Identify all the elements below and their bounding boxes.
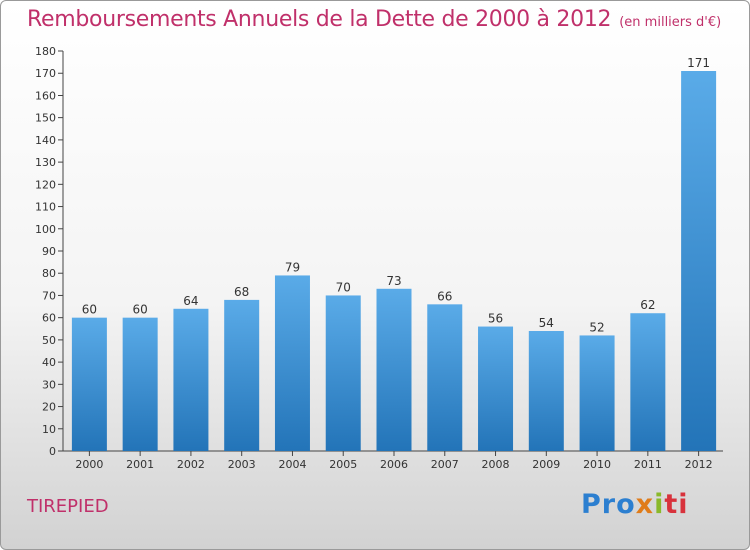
data-label-2011: 62 — [640, 298, 655, 312]
bar-2010 — [579, 335, 615, 451]
bar-2004 — [274, 275, 310, 451]
bar-2008 — [478, 326, 514, 451]
x-tick-label-2012: 2012 — [685, 458, 713, 471]
y-tick-label: 0 — [49, 445, 56, 458]
x-tick-label-2007: 2007 — [431, 458, 459, 471]
x-tick-label-2001: 2001 — [126, 458, 154, 471]
x-tick-label-2006: 2006 — [380, 458, 408, 471]
bar-2009 — [528, 331, 564, 451]
x-tick-label-2009: 2009 — [532, 458, 560, 471]
x-axis: 2000 2001 2002 2003 2004 2005 2006 2007 2008 2009… — [63, 450, 723, 471]
x-tick-label-2011: 2011 — [634, 458, 662, 471]
chart-title-text: Remboursements Annuels de la Dette de 20… — [27, 7, 612, 32]
data-label-2007: 66 — [437, 289, 452, 303]
proxiti-logo: Proxiti — [581, 489, 689, 520]
chart-subtitle: (en milliers d'€) — [619, 15, 722, 30]
bar-2005 — [325, 295, 361, 451]
bar-2002 — [173, 308, 209, 451]
logo-part-1: Pro — [581, 489, 636, 520]
y-tick-label: 10 — [42, 423, 56, 436]
y-tick-label: 110 — [35, 201, 56, 214]
y-tick-label: 130 — [35, 156, 56, 169]
bar-2000 — [71, 317, 107, 451]
y-tick-label: 70 — [42, 289, 56, 302]
data-label-2003: 68 — [234, 285, 249, 299]
y-tick-label: 160 — [35, 89, 56, 102]
y-tick-label: 30 — [42, 378, 56, 391]
x-tick-label-2002: 2002 — [177, 458, 205, 471]
x-tick-label-2003: 2003 — [228, 458, 256, 471]
data-label-2006: 73 — [386, 274, 401, 288]
bar-2012 — [681, 71, 717, 451]
y-tick-label: 60 — [42, 312, 56, 325]
data-label-2004: 79 — [285, 260, 300, 274]
data-label-2009: 54 — [539, 316, 554, 330]
data-label-2008: 56 — [488, 312, 503, 326]
data-label-2012: 171 — [687, 56, 710, 70]
x-tick-label-2000: 2000 — [75, 458, 103, 471]
y-tick-label: 180 — [35, 45, 56, 58]
logo-part-2: x — [635, 489, 655, 520]
y-tick-label: 90 — [42, 245, 56, 258]
y-tick-label: 150 — [35, 112, 56, 125]
bars: 60 60 64 68 79 70 73 66 56 54 52 62 171 — [71, 56, 717, 451]
chart-title: Remboursements Annuels de la Dette de 20… — [27, 7, 721, 32]
x-tick-label-2008: 2008 — [482, 458, 510, 471]
data-label-2001: 60 — [133, 303, 148, 317]
bar-2001 — [122, 317, 158, 451]
x-tick-label-2010: 2010 — [583, 458, 611, 471]
data-label-2002: 64 — [183, 294, 198, 308]
data-label-2005: 70 — [336, 280, 351, 294]
y-tick-label: 80 — [42, 267, 56, 280]
data-label-2010: 52 — [589, 320, 604, 334]
x-tick-label-2004: 2004 — [278, 458, 306, 471]
y-tick-label: 140 — [35, 134, 56, 147]
x-tick-label-2005: 2005 — [329, 458, 357, 471]
logo-part-4: ti — [664, 489, 689, 520]
bar-2011 — [630, 313, 666, 451]
data-label-2000: 60 — [82, 303, 97, 317]
bar-2006 — [376, 288, 412, 451]
y-axis: 0 10 20 30 40 50 60 70 80 90 100 110 120 130 140 150 160… — [35, 45, 64, 458]
y-tick-label: 100 — [35, 223, 56, 236]
y-tick-label: 40 — [42, 356, 56, 369]
y-tick-label: 50 — [42, 334, 56, 347]
y-tick-label: 170 — [35, 67, 56, 80]
bar-2003 — [224, 299, 260, 451]
town-name: TIREPIED — [27, 496, 109, 517]
y-tick-label: 120 — [35, 178, 56, 191]
bar-2007 — [427, 304, 463, 451]
y-tick-label: 20 — [42, 401, 56, 414]
logo-part-3: i — [654, 489, 665, 520]
